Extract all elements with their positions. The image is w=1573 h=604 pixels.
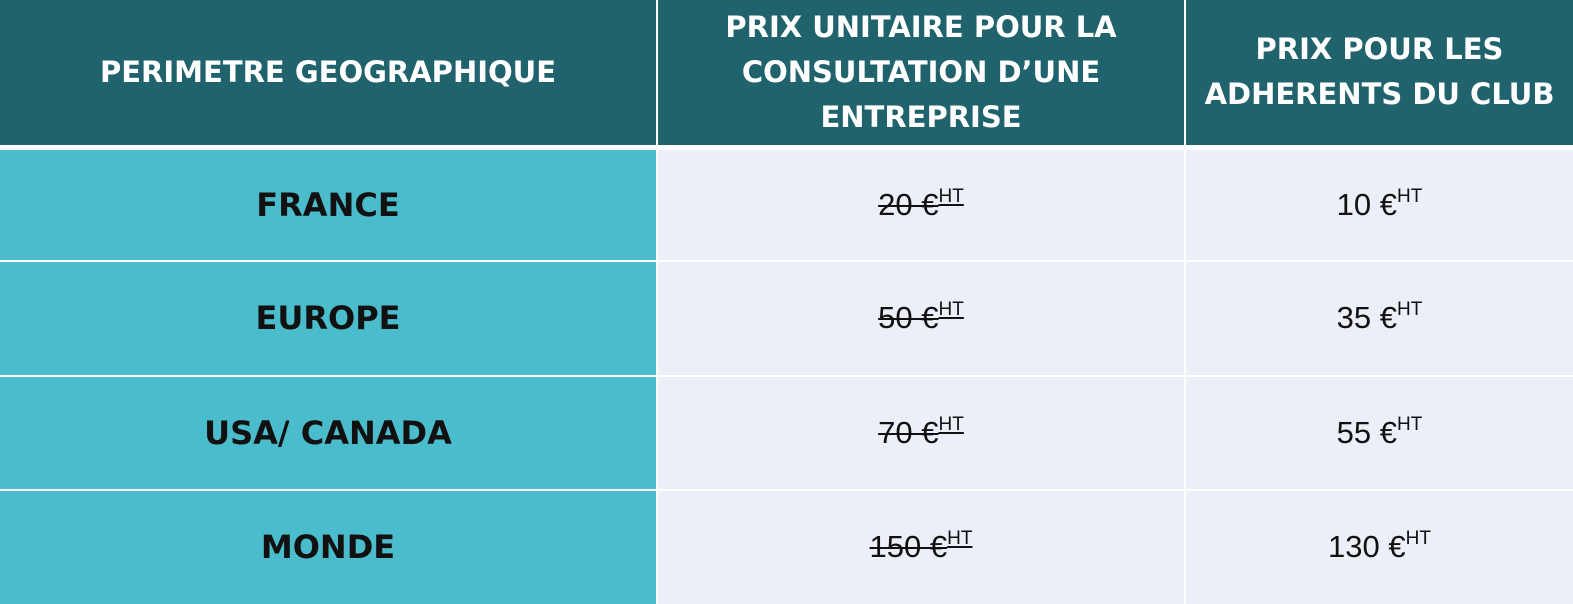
old-unit-price: 20 €HT [878,187,964,222]
price-suffix: HT [1405,528,1431,550]
region-cell: FRANCE [0,147,657,263]
header-geographic-scope: PERIMETRE GEOGRAPHIQUE [0,0,657,150]
price-suffix: HT [1397,185,1423,207]
member-price-value: 10 € [1336,186,1397,222]
price-suffix: HT [1397,413,1423,435]
unit-price-cell: 70 €HT [656,375,1185,491]
unit-price-value: 70 € [878,414,939,450]
price-suffix: HT [938,185,964,207]
table-row: USA/ CANADA 70 €HT 55 €HT [0,375,1573,491]
header-unit-price: PRIX UNITAIRE POUR LA CONSULTATION D’UNE… [656,0,1185,150]
member-price-value: 130 € [1328,529,1406,565]
table-row: FRANCE 20 €HT 10 €HT [0,147,1573,263]
region-cell: USA/ CANADA [0,375,657,491]
price-suffix: HT [938,299,964,321]
member-price-cell: 35 €HT [1184,261,1573,377]
price-suffix: HT [938,413,964,435]
member-price-cell: 55 €HT [1184,375,1573,491]
unit-price-cell: 20 €HT [656,147,1185,263]
region-cell: MONDE [0,489,657,604]
old-unit-price: 70 €HT [878,415,964,450]
table-row: EUROPE 50 €HT 35 €HT [0,261,1573,377]
member-price-value: 35 € [1336,300,1397,336]
unit-price-value: 150 € [869,529,948,565]
member-price-cell: 130 €HT [1184,489,1573,604]
old-unit-price: 50 €HT [878,300,964,335]
header-member-price: PRIX POUR LES ADHERENTS DU CLUB [1184,0,1573,150]
unit-price-cell: 50 €HT [656,261,1185,377]
unit-price-value: 20 € [878,186,939,222]
price-suffix: HT [1397,299,1423,321]
region-cell: EUROPE [0,261,657,377]
old-unit-price: 150 €HT [870,529,973,564]
member-price-cell: 10 €HT [1184,147,1573,263]
member-price-value: 55 € [1336,414,1397,450]
unit-price-value: 50 € [878,300,939,336]
price-suffix: HT [947,528,973,550]
header-row: PERIMETRE GEOGRAPHIQUE PRIX UNITAIRE POU… [0,0,1573,150]
table-row: MONDE 150 €HT 130 €HT [0,489,1573,604]
unit-price-cell: 150 €HT [656,489,1185,604]
